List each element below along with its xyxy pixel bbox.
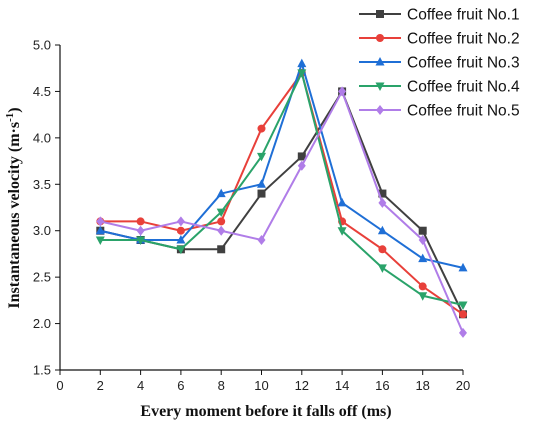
legend-item: Coffee fruit No.5 — [359, 103, 520, 120]
x-tick-label: 14 — [335, 378, 349, 393]
data-point — [418, 282, 427, 291]
legend-swatch-marker — [376, 105, 384, 115]
legend-swatch-marker — [376, 10, 384, 18]
data-point — [257, 189, 266, 198]
y-axis-title: Instantaneous velocity (m·s-1) — [4, 107, 23, 308]
legend-label: Coffee fruit No.4 — [407, 79, 520, 96]
data-point — [176, 235, 186, 244]
x-tick-label: 6 — [177, 378, 184, 393]
data-point — [377, 264, 387, 273]
series-5 — [96, 86, 467, 338]
data-point — [217, 245, 226, 254]
data-point — [418, 292, 428, 301]
y-tick-label: 1.5 — [33, 363, 51, 378]
data-point — [136, 217, 145, 226]
legend-item: Coffee fruit No.1 — [359, 7, 520, 24]
y-tick-label: 3.5 — [33, 177, 51, 192]
data-point — [95, 236, 105, 245]
legend-label: Coffee fruit No.5 — [407, 103, 520, 120]
y-tick-label: 2.5 — [33, 270, 51, 285]
x-tick-label: 4 — [137, 378, 144, 393]
y-axis-title-superscript: -1 — [4, 113, 16, 122]
legend-swatch-marker — [375, 82, 385, 91]
y-tick-label: 5.0 — [33, 38, 51, 53]
data-point — [338, 86, 347, 97]
legend-item: Coffee fruit No.3 — [359, 55, 520, 72]
legend-item: Coffee fruit No.4 — [359, 79, 520, 96]
data-point — [337, 227, 347, 236]
x-tick-label: 10 — [254, 378, 268, 393]
data-point — [337, 197, 347, 207]
data-point — [459, 310, 467, 319]
x-tick-label: 18 — [415, 378, 429, 393]
data-point — [378, 245, 387, 254]
data-point — [257, 152, 266, 162]
x-tick-label: 12 — [295, 378, 309, 393]
legend-item: Coffee fruit No.2 — [359, 31, 520, 48]
data-point — [297, 69, 307, 78]
series-layer — [95, 58, 468, 338]
legend: Coffee fruit No.1 Coffee fruit No.2 Coffee… — [359, 7, 520, 120]
data-point — [216, 188, 226, 198]
data-point — [418, 235, 427, 245]
x-tick-label: 0 — [56, 378, 63, 393]
data-point — [378, 197, 387, 208]
data-point — [176, 245, 186, 255]
data-point — [257, 179, 266, 188]
x-axis-title: Every moment before it falls off (ms) — [140, 403, 391, 420]
data-point — [458, 262, 468, 272]
data-point — [418, 253, 428, 263]
data-point — [176, 216, 185, 227]
data-point — [297, 58, 307, 68]
x-tick-label: 20 — [456, 378, 470, 393]
data-point — [257, 235, 266, 245]
x-tick-label: 2 — [97, 378, 104, 393]
data-point — [216, 208, 226, 218]
legend-label: Coffee fruit No.2 — [407, 31, 520, 48]
data-point — [297, 152, 306, 161]
axes: 0 2 4 6 8 10 12 14 16 18 20 1.5 2.0 2.5 3.0 3.5 4.0 4.5 5.… — [33, 38, 470, 394]
y-tick-label: 4.0 — [33, 130, 51, 145]
series-4 — [95, 69, 468, 310]
data-point — [176, 226, 185, 235]
series-line — [100, 71, 464, 306]
data-point — [136, 225, 145, 236]
x-tick-label: 16 — [375, 378, 389, 393]
x-tick-label: 8 — [218, 378, 225, 393]
legend-swatch-marker — [376, 34, 384, 42]
y-tick-label: 4.5 — [33, 84, 51, 99]
data-point — [458, 301, 468, 310]
data-point — [378, 189, 387, 198]
data-point — [136, 236, 146, 245]
series-line — [100, 62, 464, 269]
data-point — [297, 160, 306, 171]
y-axis-title-close: ) — [6, 107, 23, 112]
data-point — [95, 225, 105, 235]
legend-label: Coffee fruit No.1 — [407, 7, 520, 24]
legend-swatch-marker — [375, 57, 385, 66]
data-point — [459, 327, 467, 338]
data-point — [377, 225, 387, 235]
data-point — [257, 124, 266, 133]
y-tick-label: 3.0 — [33, 223, 51, 238]
data-point — [96, 216, 105, 227]
legend-label: Coffee fruit No.3 — [407, 55, 520, 72]
series-line — [100, 90, 464, 334]
data-point — [217, 225, 226, 236]
y-tick-label: 2.0 — [33, 316, 51, 331]
data-point — [217, 217, 226, 226]
y-axis-title-main: Instantaneous velocity (m·s — [6, 122, 23, 309]
data-point — [418, 226, 427, 235]
